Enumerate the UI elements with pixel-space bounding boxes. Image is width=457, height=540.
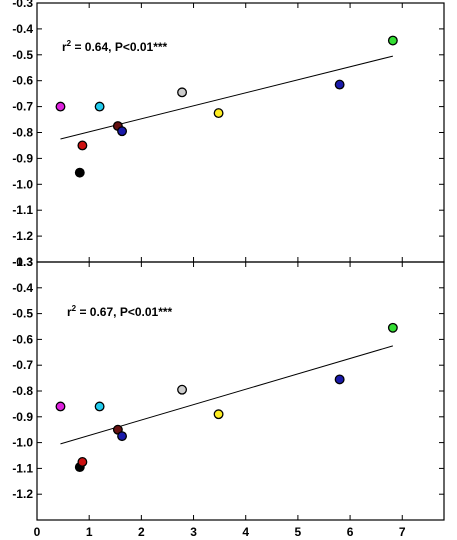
y-tick-label: -0.9	[12, 151, 33, 165]
y-tick-label: -1.3	[12, 255, 33, 269]
data-point	[77, 457, 88, 467]
top-panel: -0.3 -0.4 -0.5 -0.6 -0.7 -0.8 -0.9 -1.0 -1.1 -1.2…	[12, 0, 445, 269]
x-tick-label: 2	[138, 525, 145, 539]
bottom-panel: -0.3 -0.4 -0.5 -0.6 -0.7 -0.8 -0.9 -1.0 -1.1 -1.2…	[12, 255, 445, 539]
regression-line	[60, 345, 394, 445]
y-tick-label: -0.3	[12, 255, 33, 269]
annotation-stats: = 0.64, P<0.01***	[71, 40, 167, 54]
data-point	[55, 101, 66, 112]
y-tick-label: -0.7	[12, 100, 33, 114]
data-point	[213, 409, 224, 420]
data-point	[387, 35, 398, 46]
y-tick-label: -0.6	[12, 332, 33, 346]
x-tick-label: 7	[399, 525, 406, 539]
regression-line	[60, 55, 393, 140]
data-point	[77, 140, 88, 151]
annotation-prefix: r	[67, 305, 72, 319]
y-tick-label: -0.4	[12, 281, 33, 295]
r-squared-annotation: r2 = 0.64, P<0.01***	[62, 39, 168, 54]
data-point	[177, 384, 188, 395]
y-tick-label: -0.3	[12, 0, 33, 10]
x-tick-label: 5	[295, 525, 302, 539]
y-tick-label: -1.0	[12, 436, 33, 450]
y-tick-label: -1.0	[12, 177, 33, 191]
data-point	[387, 322, 398, 333]
data-point	[117, 126, 128, 137]
y-tick-label: -1.2	[12, 487, 33, 501]
y-tick-label: -1.1	[12, 203, 33, 217]
y-tick-label: -0.6	[12, 74, 33, 88]
x-tick-label: 1	[86, 525, 93, 539]
annotation-stats: = 0.67, P<0.01***	[76, 305, 172, 319]
r-squared-annotation: r2 = 0.67, P<0.01***	[67, 304, 173, 319]
y-tick-label: -0.9	[12, 410, 33, 424]
x-tick-label: 0	[34, 525, 41, 539]
data-point	[177, 87, 188, 98]
data-point	[94, 101, 105, 112]
y-tick-label: -1.2	[12, 229, 33, 243]
y-tick-label: -0.4	[12, 22, 33, 36]
data-point	[94, 401, 105, 412]
y-tick-label: -0.5	[12, 48, 33, 62]
data-point	[213, 108, 224, 119]
annotation-superscript: 2	[72, 304, 77, 313]
data-point	[117, 431, 128, 442]
y-tick-label: -0.8	[12, 384, 33, 398]
y-tick-label: -1.1	[12, 461, 33, 475]
x-tick-label: 6	[347, 525, 354, 539]
data-point	[74, 167, 85, 178]
data-point	[334, 79, 345, 90]
data-point	[55, 401, 66, 412]
x-tick-label: 4	[242, 525, 249, 539]
data-point	[334, 374, 345, 385]
y-tick-label: -0.8	[12, 126, 33, 140]
y-tick-label: -0.5	[12, 307, 33, 321]
annotation-prefix: r	[62, 40, 67, 54]
x-tick-label: 3	[190, 525, 197, 539]
annotation-superscript: 2	[67, 39, 72, 48]
y-tick-label: -0.7	[12, 358, 33, 372]
